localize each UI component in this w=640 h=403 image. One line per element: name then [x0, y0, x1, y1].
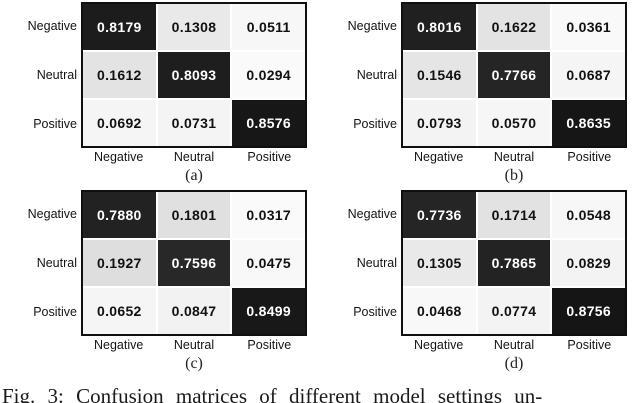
col-label: Neutral — [173, 338, 215, 352]
matrix-grid: 0.8179 0.1308 0.0511 0.1612 0.8093 0.0294 0.06… — [81, 2, 307, 148]
matrix-cell: 0.1622 — [477, 4, 551, 50]
col-label: Neutral — [173, 150, 215, 164]
matrix-cell: 0.0468 — [403, 288, 476, 334]
matrix-cell: 0.1546 — [403, 52, 476, 98]
col-label: Positive — [567, 150, 612, 164]
matrix-cell: 0.0475 — [232, 240, 305, 286]
col-labels: Negative Neutral Positive — [401, 150, 627, 164]
row-labels: Negative Neutral Positive — [0, 2, 81, 148]
matrix-cell: 0.0774 — [477, 288, 551, 334]
row-label: Negative — [347, 19, 397, 34]
matrix-cell: 0.1612 — [83, 52, 156, 98]
row-label: Neutral — [356, 256, 397, 270]
row-label: Neutral — [36, 256, 77, 270]
matrix-cell: 0.0652 — [83, 288, 156, 334]
matrix-cell: 0.0829 — [552, 240, 625, 286]
matrix-cell: 0.8016 — [403, 4, 476, 50]
panel-label: (a) — [185, 167, 203, 184]
matrix-cell: 0.1801 — [157, 192, 231, 238]
matrix-grid: 0.8016 0.1622 0.0361 0.1546 0.7766 0.0687 0.07… — [401, 2, 627, 148]
confusion-matrix-panel: Negative Neutral Positive 0.8016 0.1622 0.03… — [320, 0, 640, 188]
row-label: Neutral — [36, 68, 77, 82]
matrix-cell: 0.8576 — [232, 100, 305, 146]
col-label: Negative — [413, 338, 464, 352]
matrix-cell: 0.0294 — [232, 52, 305, 98]
matrix-cell: 0.0511 — [232, 4, 305, 50]
col-label: Negative — [93, 150, 144, 164]
confusion-matrix-panel: Negative Neutral Positive 0.8179 0.1308 0.05… — [0, 0, 320, 188]
matrix-cell: 0.8635 — [552, 100, 625, 146]
matrix-cell: 0.0731 — [157, 100, 231, 146]
figure-caption: Fig. 3: Confusion matrices of different … — [2, 384, 543, 403]
matrix-cell: 0.1308 — [157, 4, 231, 50]
confusion-matrices-figure: Negative Neutral Positive 0.8179 0.1308 0.05… — [0, 0, 640, 383]
col-label: Neutral — [493, 150, 535, 164]
panel-label: (d) — [504, 355, 524, 372]
matrix-cell: 0.0793 — [403, 100, 476, 146]
matrix-cell: 0.0317 — [232, 192, 305, 238]
col-labels: Negative Neutral Positive — [401, 338, 627, 352]
matrix-cell: 0.1927 — [83, 240, 156, 286]
matrix-cell: 0.7766 — [477, 52, 551, 98]
matrix-cell: 0.8756 — [552, 288, 625, 334]
row-label: Negative — [27, 207, 77, 222]
matrix-cell: 0.1305 — [403, 240, 476, 286]
row-label: Positive — [353, 116, 397, 131]
matrix-grid: 0.7736 0.1714 0.0548 0.1305 0.7865 0.0829 0.04… — [401, 190, 627, 336]
matrix-cell: 0.1714 — [477, 192, 551, 238]
matrix-cell: 0.0570 — [477, 100, 551, 146]
matrix-cell: 0.0361 — [552, 4, 625, 50]
matrix-cell: 0.7880 — [83, 192, 156, 238]
matrix-cell: 0.0687 — [552, 52, 625, 98]
confusion-matrix-panel: Negative Neutral Positive 0.7880 0.1801 0.03… — [0, 188, 320, 383]
row-label: Positive — [33, 116, 77, 131]
matrix-cell: 0.8093 — [157, 52, 231, 98]
panel-label: (c) — [185, 355, 203, 372]
matrix-area: Negative Neutral Positive 0.8016 0.1622 0.03… — [320, 2, 640, 148]
matrix-cell: 0.0847 — [157, 288, 231, 334]
col-labels: Negative Neutral Positive — [81, 338, 307, 352]
col-label: Negative — [93, 338, 144, 352]
matrix-grid: 0.7880 0.1801 0.0317 0.1927 0.7596 0.0475 0.06… — [81, 190, 307, 336]
matrix-cell: 0.7865 — [477, 240, 551, 286]
row-labels: Negative Neutral Positive — [320, 190, 401, 336]
row-label: Negative — [347, 207, 397, 222]
row-label: Negative — [27, 19, 77, 34]
matrix-cell: 0.0548 — [552, 192, 625, 238]
confusion-matrix-panel: Negative Neutral Positive 0.7736 0.1714 0.05… — [320, 188, 640, 383]
matrix-cell: 0.0692 — [83, 100, 156, 146]
matrix-area: Negative Neutral Positive 0.7736 0.1714 0.05… — [320, 190, 640, 336]
matrix-cell: 0.7596 — [157, 240, 231, 286]
row-labels: Negative Neutral Positive — [320, 2, 401, 148]
row-label: Positive — [353, 304, 397, 319]
matrix-area: Negative Neutral Positive 0.8179 0.1308 0.05… — [0, 2, 320, 148]
row-labels: Negative Neutral Positive — [0, 190, 81, 336]
row-label: Positive — [33, 304, 77, 319]
col-label: Positive — [247, 150, 292, 164]
col-labels: Negative Neutral Positive — [81, 150, 307, 164]
row-label: Neutral — [356, 68, 397, 82]
col-label: Neutral — [493, 338, 535, 352]
panel-label: (b) — [504, 167, 524, 184]
matrix-cell: 0.8179 — [83, 4, 156, 50]
matrix-area: Negative Neutral Positive 0.7880 0.1801 0.03… — [0, 190, 320, 336]
col-label: Positive — [567, 338, 612, 352]
matrix-cell: 0.8499 — [232, 288, 305, 334]
matrix-cell: 0.7736 — [403, 192, 476, 238]
col-label: Positive — [247, 338, 292, 352]
col-label: Negative — [413, 150, 464, 164]
